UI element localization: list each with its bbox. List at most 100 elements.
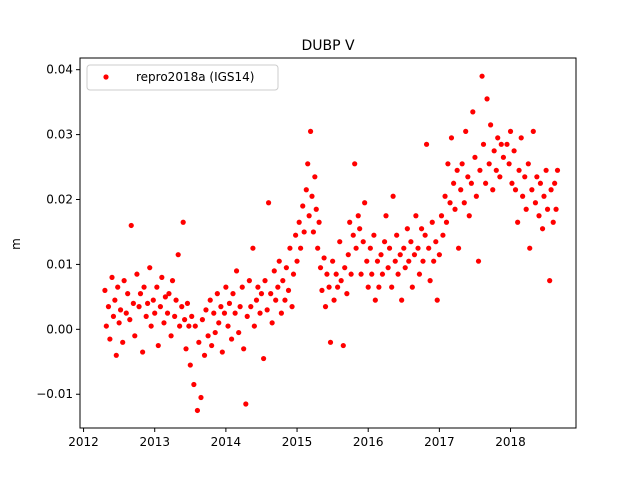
data-point <box>265 200 272 206</box>
data-point <box>300 203 306 209</box>
data-point <box>287 245 293 251</box>
data-point <box>261 355 267 362</box>
data-point <box>539 226 546 232</box>
data-point <box>199 317 205 323</box>
data-point <box>179 304 185 310</box>
data-point <box>378 252 384 258</box>
data-point <box>282 297 288 303</box>
data-point <box>145 300 151 306</box>
data-point <box>436 252 442 258</box>
x-tick-label: 2018 <box>495 435 526 449</box>
data-point <box>159 274 165 280</box>
data-point <box>459 161 465 167</box>
series-points <box>102 73 561 414</box>
data-point <box>218 304 224 310</box>
x-tick-label: 2012 <box>68 435 99 449</box>
data-point <box>544 206 551 212</box>
data-point <box>443 219 450 225</box>
y-tick-label: 0.00 <box>46 322 73 336</box>
data-point <box>207 297 213 303</box>
data-point <box>173 297 179 303</box>
data-point <box>406 258 412 264</box>
data-point <box>221 310 228 316</box>
data-point <box>386 245 393 251</box>
data-point <box>480 141 487 147</box>
x-tick-label: 2013 <box>139 435 170 449</box>
y-tick-label: 0.03 <box>46 128 73 142</box>
data-point <box>455 245 462 251</box>
data-point <box>219 349 225 355</box>
data-point <box>550 219 556 225</box>
data-point <box>255 284 261 290</box>
y-tick-label: 0.02 <box>46 193 73 207</box>
data-point <box>253 297 260 303</box>
data-point <box>189 313 195 319</box>
data-point <box>362 200 368 206</box>
data-point <box>402 265 408 271</box>
data-point <box>233 268 240 274</box>
data-point <box>523 206 529 212</box>
data-point <box>123 310 129 316</box>
data-point <box>236 329 242 336</box>
data-point <box>116 320 122 326</box>
data-point <box>184 300 191 306</box>
data-point <box>415 245 421 251</box>
data-point <box>132 333 138 339</box>
y-tick-label: 0.04 <box>46 63 73 77</box>
data-point <box>110 313 117 319</box>
data-point <box>342 265 348 271</box>
x-tick-label: 2017 <box>424 435 455 449</box>
data-point <box>155 342 161 349</box>
data-point <box>177 323 183 329</box>
legend-box <box>86 64 279 91</box>
data-point <box>136 304 142 310</box>
data-point <box>507 128 514 134</box>
data-point <box>383 213 389 219</box>
data-point <box>201 352 208 358</box>
data-point <box>294 258 300 264</box>
data-point <box>534 174 540 180</box>
data-point <box>147 265 153 271</box>
data-point <box>338 278 344 284</box>
data-point <box>357 226 363 232</box>
data-point <box>225 323 231 329</box>
data-point <box>275 284 281 290</box>
data-point <box>112 297 118 303</box>
data-point <box>418 226 425 232</box>
data-point <box>408 239 414 245</box>
data-point <box>289 304 295 310</box>
data-point <box>183 346 189 352</box>
data-point <box>268 291 274 297</box>
data-point <box>390 193 396 199</box>
data-point <box>509 180 515 186</box>
data-point <box>516 167 522 173</box>
data-point <box>374 258 381 264</box>
data-point <box>102 287 108 293</box>
data-point <box>511 148 517 154</box>
data-point <box>237 304 243 310</box>
data-point <box>475 258 482 264</box>
data-point <box>461 200 467 206</box>
data-point <box>273 297 279 303</box>
data-point <box>401 245 407 251</box>
data-point <box>520 193 526 199</box>
data-point <box>134 271 140 277</box>
data-point <box>117 307 124 313</box>
data-point <box>536 213 542 219</box>
data-point <box>463 128 469 134</box>
data-point <box>319 287 325 293</box>
data-point <box>404 226 410 232</box>
data-point <box>367 245 373 251</box>
data-point <box>107 336 113 342</box>
data-point <box>283 265 289 271</box>
data-point <box>350 232 356 238</box>
data-point <box>250 245 256 251</box>
data-point <box>316 219 322 225</box>
data-point <box>130 300 136 306</box>
data-point <box>479 73 485 79</box>
data-point <box>192 323 198 329</box>
data-point <box>543 167 549 173</box>
data-point <box>140 349 146 355</box>
data-point <box>315 245 321 251</box>
